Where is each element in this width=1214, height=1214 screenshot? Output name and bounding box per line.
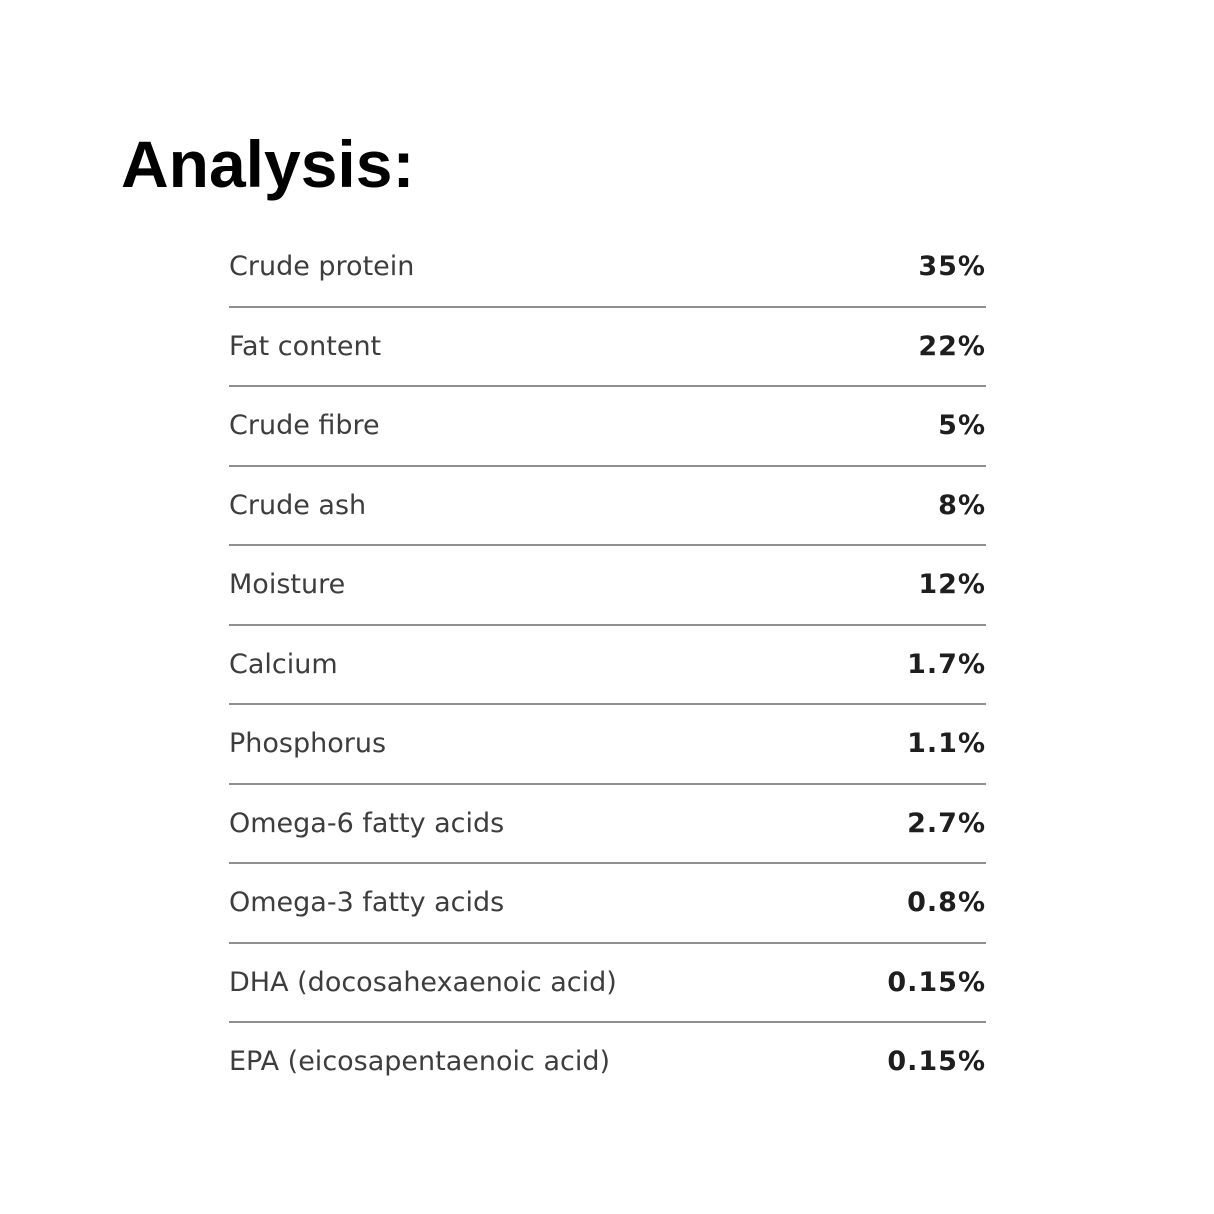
row-label: Phosphorus: [229, 728, 387, 759]
row-label: Crude fibre: [229, 410, 380, 441]
table-row: Omega-3 fatty acids 0.8%: [229, 864, 986, 944]
row-value: 8%: [938, 489, 986, 521]
row-value: 22%: [918, 330, 986, 362]
row-value: 2.7%: [907, 807, 986, 839]
row-value: 5%: [938, 410, 986, 441]
table-row: DHA (docosahexaenoic acid) 0.15%: [229, 944, 986, 1023]
table-row: Moisture 12%: [229, 546, 986, 626]
row-value: 1.7%: [907, 648, 986, 680]
page-title: Analysis:: [121, 127, 415, 201]
row-label: Fat content: [229, 330, 382, 362]
table-row: Calcium 1.7%: [229, 626, 986, 705]
row-value: 12%: [918, 569, 986, 600]
analysis-table: Crude protein 35% Fat content 22% Crude …: [229, 228, 986, 1103]
row-label: DHA (docosahexaenoic acid): [229, 966, 617, 998]
row-label: Calcium: [229, 648, 338, 680]
row-label: Omega-6 fatty acids: [229, 807, 505, 839]
row-label: Moisture: [229, 569, 346, 600]
row-label: Crude ash: [229, 489, 367, 521]
row-label: Omega-3 fatty acids: [229, 887, 505, 918]
row-value: 0.15%: [887, 966, 986, 998]
table-row: Fat content 22%: [229, 308, 986, 387]
table-row: EPA (eicosapentaenoic acid) 0.15%: [229, 1023, 986, 1103]
table-row: Omega-6 fatty acids 2.7%: [229, 785, 986, 864]
row-label: EPA (eicosapentaenoic acid): [229, 1046, 611, 1077]
row-label: Crude protein: [229, 251, 415, 282]
row-value: 0.15%: [887, 1046, 986, 1077]
table-row: Crude protein 35%: [229, 228, 986, 308]
row-value: 1.1%: [907, 728, 986, 759]
row-value: 0.8%: [907, 887, 986, 918]
table-row: Crude ash 8%: [229, 467, 986, 546]
table-row: Phosphorus 1.1%: [229, 705, 986, 785]
table-row: Crude fibre 5%: [229, 387, 986, 467]
row-value: 35%: [918, 251, 986, 282]
